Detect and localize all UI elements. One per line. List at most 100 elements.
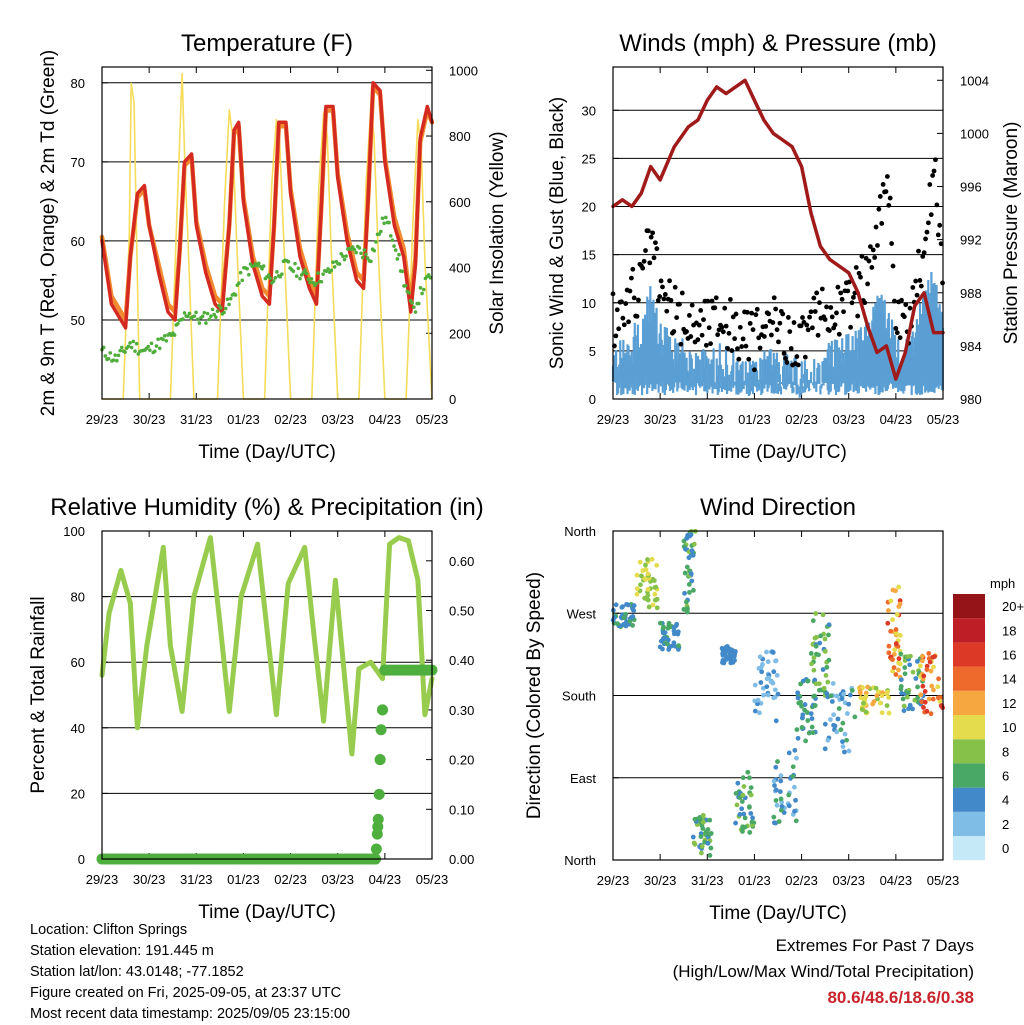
direction-point (683, 599, 689, 605)
gust-point (743, 343, 749, 349)
dewpoint-point (129, 345, 134, 350)
gust-point (657, 294, 663, 299)
y-tick-label: 30 (582, 103, 596, 118)
plot-frame (612, 530, 944, 861)
direction-point (897, 661, 903, 667)
direction-point (631, 608, 637, 613)
gust-point (817, 300, 822, 306)
gust-point (773, 306, 779, 312)
y2-tick-label: 996 (960, 180, 982, 195)
direction-point (721, 650, 727, 656)
direction-point (876, 689, 881, 695)
direction-point (822, 648, 828, 654)
direction-point (894, 631, 899, 636)
direction-point (615, 621, 621, 627)
gust-point (651, 255, 657, 261)
t2m-line (100, 81, 434, 330)
direction-point (919, 658, 925, 664)
dewpoint-point (309, 277, 314, 281)
dewpoint-point (215, 309, 220, 314)
direction-point (727, 648, 733, 654)
dewpoint-point (228, 296, 233, 301)
y-tick-label: West (567, 606, 597, 621)
direction-point (746, 804, 752, 810)
dewpoint-point (311, 280, 316, 285)
gust-point (814, 290, 820, 296)
dewpoint-point (365, 256, 370, 260)
direction-point (823, 673, 829, 678)
direction-point (927, 659, 933, 665)
direction-point (689, 578, 695, 584)
dewpoint-point (154, 344, 159, 348)
gust-point (631, 295, 637, 301)
dewpoint-point (116, 353, 121, 358)
direction-point (920, 653, 925, 659)
direction-point (808, 711, 814, 717)
direction-point (692, 816, 698, 822)
gust-point (650, 230, 655, 236)
dewpoint-point (407, 290, 411, 295)
gust-point (783, 356, 788, 361)
direction-point (747, 775, 752, 781)
dewpoint-point (222, 310, 226, 315)
direction-point (795, 690, 801, 696)
direction-point (897, 633, 903, 638)
direction-point (805, 678, 811, 684)
direction-point (898, 677, 904, 683)
x-tick-label: 29/23 (86, 412, 119, 427)
chart-1: Temperature (F) Time (Day/UTC) 29/23 30/23 3… (38, 30, 508, 463)
direction-point (735, 780, 741, 786)
chart-title: Relative Humidity (%) & Precipitation (i… (50, 494, 483, 521)
gust-point (869, 265, 875, 270)
direction-point (766, 675, 772, 681)
direction-point (741, 811, 747, 817)
y-tick-label: North (564, 524, 596, 539)
dewpoint-point (278, 274, 283, 279)
direction-point (841, 691, 847, 697)
dewpoint-point (200, 314, 205, 319)
y-tick-label: 25 (582, 151, 596, 166)
gust-point (648, 234, 654, 240)
gust-point (689, 302, 695, 308)
direction-point (646, 604, 652, 610)
direction-point (700, 819, 706, 825)
gust-point (619, 299, 624, 305)
dewpoint-point (261, 264, 266, 268)
gust-point (660, 284, 665, 290)
gust-point (713, 295, 719, 301)
direction-point (893, 627, 899, 632)
y-tick-label: East (570, 771, 596, 786)
direction-point (786, 750, 792, 756)
gust-point (699, 332, 705, 338)
direction-point (809, 716, 815, 721)
gust-point (931, 168, 937, 174)
dewpoint-point (153, 349, 157, 354)
dewpoint-point (374, 240, 378, 244)
x-axis-label: Time (Day/UTC) (709, 442, 847, 463)
direction-point (924, 667, 930, 672)
direction-point (901, 708, 907, 714)
direction-point (921, 705, 926, 710)
gust-point (894, 330, 900, 336)
dewpoint-point (225, 297, 230, 302)
direction-point (705, 827, 711, 832)
x-tick-label: 31/23 (180, 872, 213, 887)
direction-point (700, 826, 706, 831)
dewpoint-point (182, 311, 187, 315)
gust-point (620, 315, 626, 321)
dewpoint-point (354, 250, 358, 255)
direction-point (905, 690, 911, 696)
y2-tick-label: 0.20 (449, 753, 474, 768)
dewpoint-point (245, 266, 249, 271)
x-tick-label: 29/23 (597, 412, 630, 427)
gust-point (627, 288, 633, 294)
y-axis-label: Direction (Colored By Speed) (524, 572, 545, 819)
gust-point (708, 341, 713, 347)
gust-point (781, 350, 787, 356)
direction-point (836, 706, 842, 711)
gust-point (735, 346, 740, 352)
direction-point (698, 834, 704, 840)
dewpoint-point (400, 269, 405, 274)
gust-point (822, 317, 828, 322)
gust-point (808, 309, 814, 315)
